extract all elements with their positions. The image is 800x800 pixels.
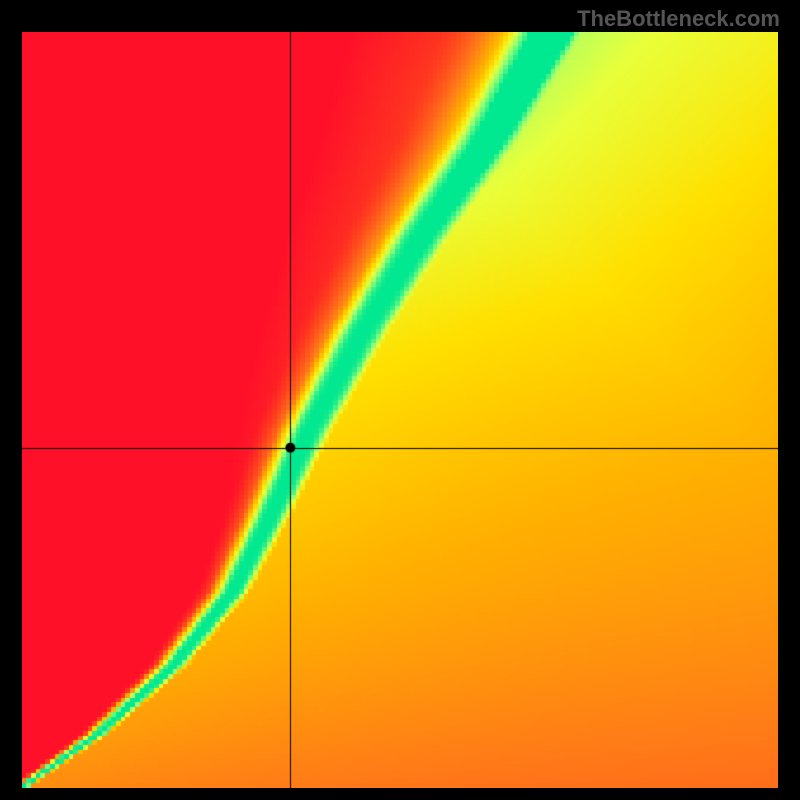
bottleneck-heatmap	[22, 32, 778, 788]
chart-container: { "meta": { "watermark_text": "TheBottle…	[0, 0, 800, 800]
watermark-text: TheBottleneck.com	[577, 6, 780, 32]
